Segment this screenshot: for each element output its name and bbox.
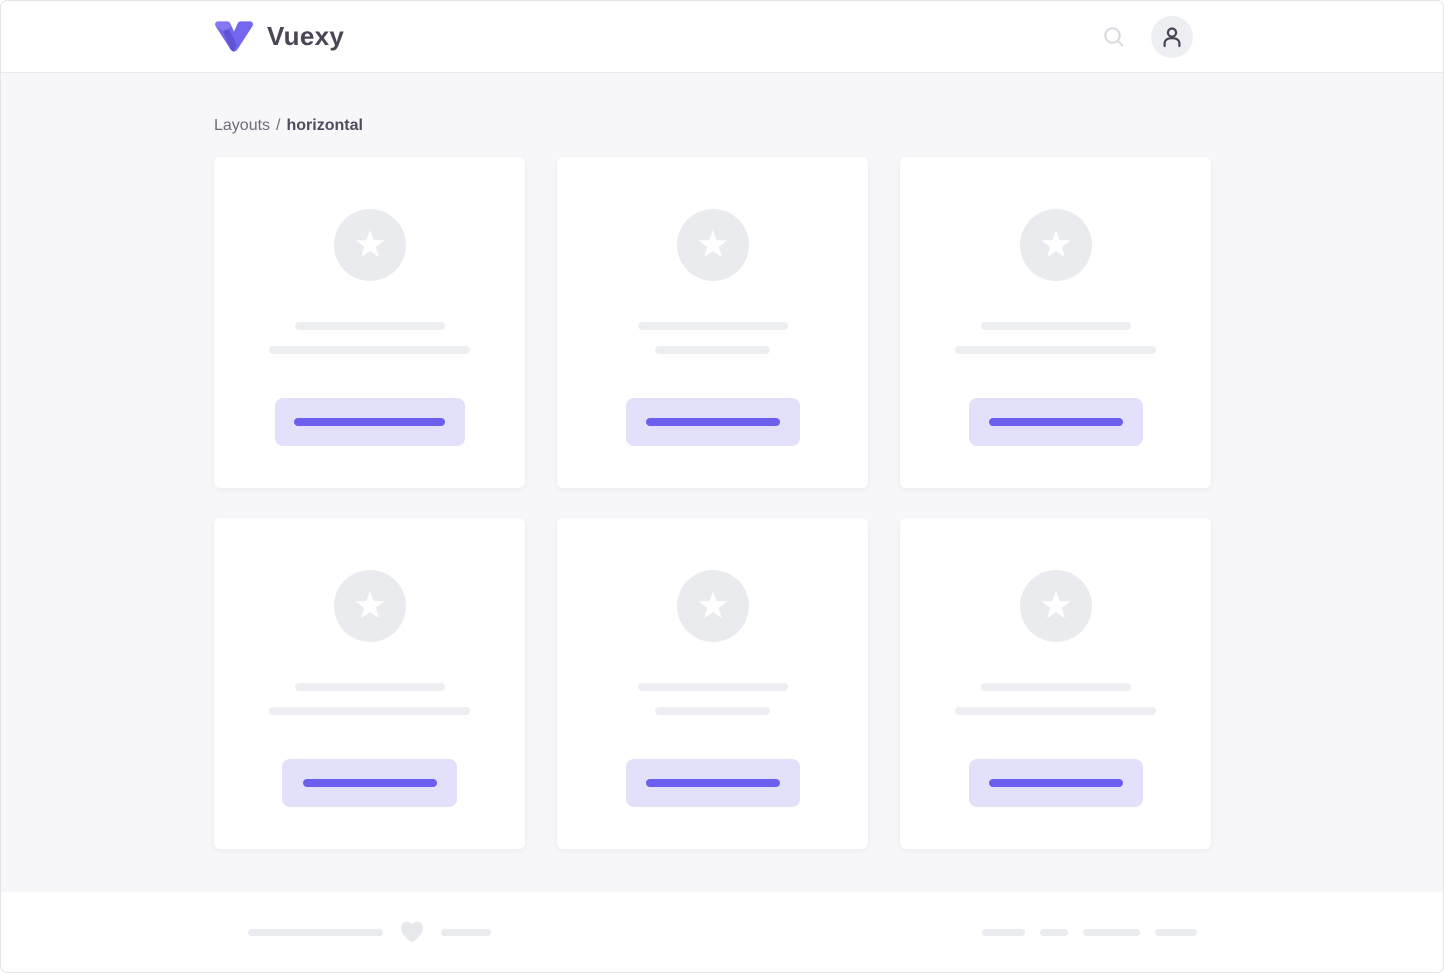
- footer-text-line: [248, 928, 383, 936]
- text-line-placeholder-2: [955, 707, 1156, 715]
- text-line-placeholder-1: [980, 683, 1131, 691]
- footer-right-group: [982, 928, 1197, 936]
- page-footer: [1, 892, 1443, 972]
- text-line-placeholder-2: [955, 346, 1156, 354]
- text-line-placeholder-2: [269, 707, 470, 715]
- image-placeholder-circle: [676, 209, 749, 281]
- placeholder-card: [900, 518, 1211, 849]
- image-placeholder-circle: [1019, 209, 1092, 281]
- button-label-line: [294, 418, 445, 426]
- button-placeholder[interactable]: [968, 759, 1143, 807]
- button-placeholder[interactable]: [625, 398, 800, 446]
- text-line-placeholder-2: [269, 346, 470, 354]
- footer-link-line: [1040, 928, 1068, 936]
- placeholder-card: [557, 157, 868, 488]
- button-placeholder[interactable]: [968, 398, 1143, 446]
- button-placeholder[interactable]: [274, 398, 465, 446]
- text-line-placeholder-1: [637, 683, 788, 691]
- footer-link-line: [1083, 928, 1140, 936]
- search-icon[interactable]: [1103, 26, 1125, 48]
- brand[interactable]: Vuexy: [213, 20, 344, 53]
- footer-text-line: [441, 928, 491, 936]
- brand-name: Vuexy: [267, 21, 345, 51]
- footer-link-line: [982, 928, 1025, 936]
- button-label-line: [645, 418, 780, 426]
- user-avatar[interactable]: [1151, 15, 1193, 58]
- text-line-placeholder-2: [655, 707, 770, 715]
- star-icon: [355, 229, 384, 258]
- button-label-line: [645, 779, 780, 787]
- button-placeholder[interactable]: [282, 759, 457, 807]
- star-icon: [698, 590, 727, 619]
- vuexy-logo-icon: [215, 21, 253, 52]
- star-icon: [1041, 229, 1070, 258]
- button-placeholder[interactable]: [625, 759, 800, 807]
- star-icon: [698, 229, 727, 258]
- star-icon: [355, 590, 384, 619]
- placeholder-card: [900, 157, 1211, 488]
- footer-left-group: [248, 920, 491, 944]
- text-line-placeholder-2: [655, 346, 770, 354]
- content-area: Layouts / horizontal: [1, 73, 1443, 892]
- button-label-line: [988, 779, 1123, 787]
- image-placeholder-circle: [333, 570, 406, 642]
- person-icon: [1163, 26, 1181, 47]
- navbar-actions: [1103, 15, 1193, 58]
- footer-link-line: [1155, 928, 1197, 936]
- heart-icon: [401, 921, 423, 943]
- breadcrumb-current: horizontal: [286, 117, 363, 134]
- image-placeholder-circle: [676, 570, 749, 642]
- placeholder-card: [214, 157, 525, 488]
- placeholder-card: [557, 518, 868, 849]
- breadcrumb: Layouts / horizontal: [214, 117, 1443, 135]
- placeholder-card: [214, 518, 525, 849]
- breadcrumb-parent[interactable]: Layouts: [214, 117, 271, 134]
- image-placeholder-circle: [1019, 570, 1092, 642]
- image-placeholder-circle: [333, 209, 406, 281]
- text-line-placeholder-1: [294, 322, 445, 330]
- top-navbar: Vuexy: [1, 1, 1443, 73]
- text-line-placeholder-1: [294, 683, 445, 691]
- breadcrumb-separator: /: [276, 117, 281, 134]
- card-grid: [214, 157, 1443, 849]
- text-line-placeholder-1: [637, 322, 788, 330]
- text-line-placeholder-1: [980, 322, 1131, 330]
- button-label-line: [988, 418, 1123, 426]
- button-label-line: [302, 779, 437, 787]
- star-icon: [1041, 590, 1070, 619]
